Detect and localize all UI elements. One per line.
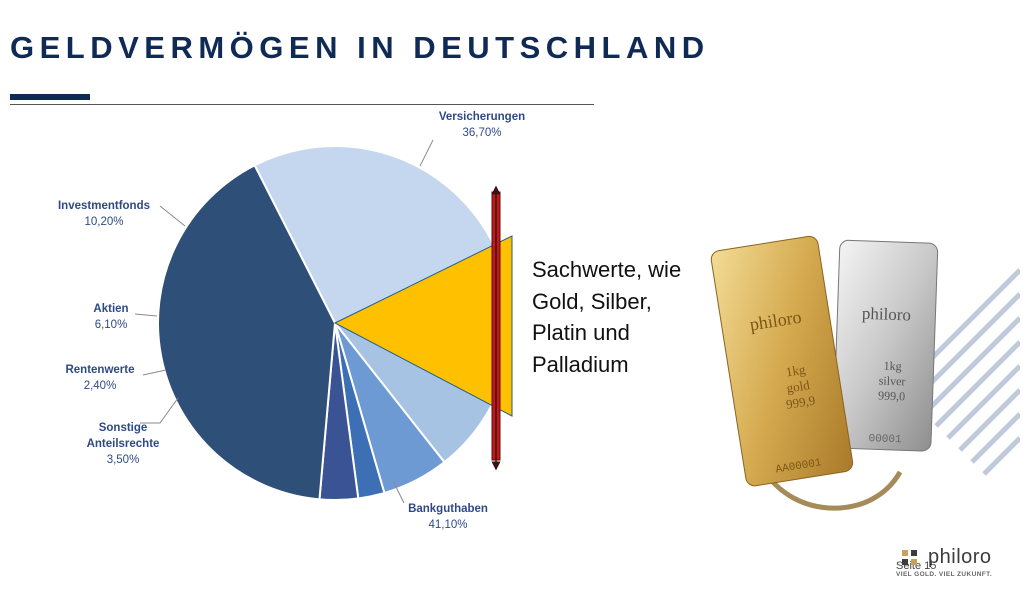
sachwerte-highlight-wedge xyxy=(333,235,513,417)
annotation-line: Gold, Silber, xyxy=(532,288,652,314)
brand-logo: philoro VIEL GOLD. VIEL ZUKUNFT. xyxy=(896,546,1021,586)
slice-label-versicherungen: Versicherungen xyxy=(439,111,525,123)
slice-label-rentenwerte: Rentenwerte xyxy=(65,364,134,376)
title-accent-bar xyxy=(10,94,90,100)
svg-text:999,0: 999,0 xyxy=(878,388,905,403)
slice-label-investmentfonds: Investmentfonds xyxy=(58,200,150,212)
annotation-line: Palladium xyxy=(532,351,629,377)
leader-line-bankguthaben xyxy=(392,480,405,504)
slice-label-sonstige-anteilsrechte: Sonstige xyxy=(99,422,148,434)
slice-value-sonstige-anteilsrechte: 3,50% xyxy=(107,454,140,466)
annotation-line: Platin und xyxy=(532,320,630,345)
bullion-bars-illustration: philoro 1kg silver 999,0 00001 philoro 1… xyxy=(710,235,1020,511)
logo-mark-icon xyxy=(902,550,917,565)
sachwerte-annotation: Sachwerte, wie Gold, Silber, Platin und … xyxy=(532,254,681,380)
slice-value-rentenwerte: 2,40% xyxy=(84,380,117,392)
annotation-line: Sachwerte, wie xyxy=(532,257,682,282)
title-underline xyxy=(10,104,594,105)
logo-tagline: VIEL GOLD. VIEL ZUKUNFT. xyxy=(896,571,993,578)
slice-value-versicherungen: 36,70% xyxy=(462,127,501,139)
slice-label-sonstige-anteilsrechte: Anteilsrechte xyxy=(87,438,160,450)
leader-line-aktien xyxy=(134,313,158,317)
leader-line-rentenwerte xyxy=(142,369,167,376)
pie-slice-bankguthaben xyxy=(157,163,337,501)
svg-text:1kg: 1kg xyxy=(883,359,901,374)
svg-text:00001: 00001 xyxy=(868,433,902,446)
logo-name: philoro xyxy=(928,546,992,568)
slice-value-bankguthaben: 41,10% xyxy=(428,519,467,531)
leader-line-investmentfonds xyxy=(159,205,186,227)
leader-line-sonstige-anteilsrechte xyxy=(140,397,179,424)
svg-text:gold: gold xyxy=(786,377,812,396)
silver-bar: philoro 1kg silver 999,0 00001 xyxy=(832,239,939,452)
slide-title: GELDVERMÖGEN IN DEUTSCHLAND xyxy=(10,30,710,65)
leader-line-versicherungen xyxy=(419,139,434,167)
slice-value-investmentfonds: 10,20% xyxy=(84,216,123,228)
pie-chart: Versicherungen 36,70% Investmentfonds 10,20… xyxy=(58,111,525,531)
svg-text:philoro: philoro xyxy=(862,304,912,325)
svg-text:1kg: 1kg xyxy=(785,362,807,380)
svg-text:silver: silver xyxy=(879,373,906,388)
slice-value-aktien: 6,10% xyxy=(95,319,128,331)
slice-label-aktien: Aktien xyxy=(93,303,128,315)
gold-bar: philoro 1kg gold 999,9 AA00001 xyxy=(710,235,854,487)
svg-text:999,9: 999,9 xyxy=(785,392,816,411)
slice-label-bankguthaben: Bankguthaben xyxy=(408,503,488,515)
